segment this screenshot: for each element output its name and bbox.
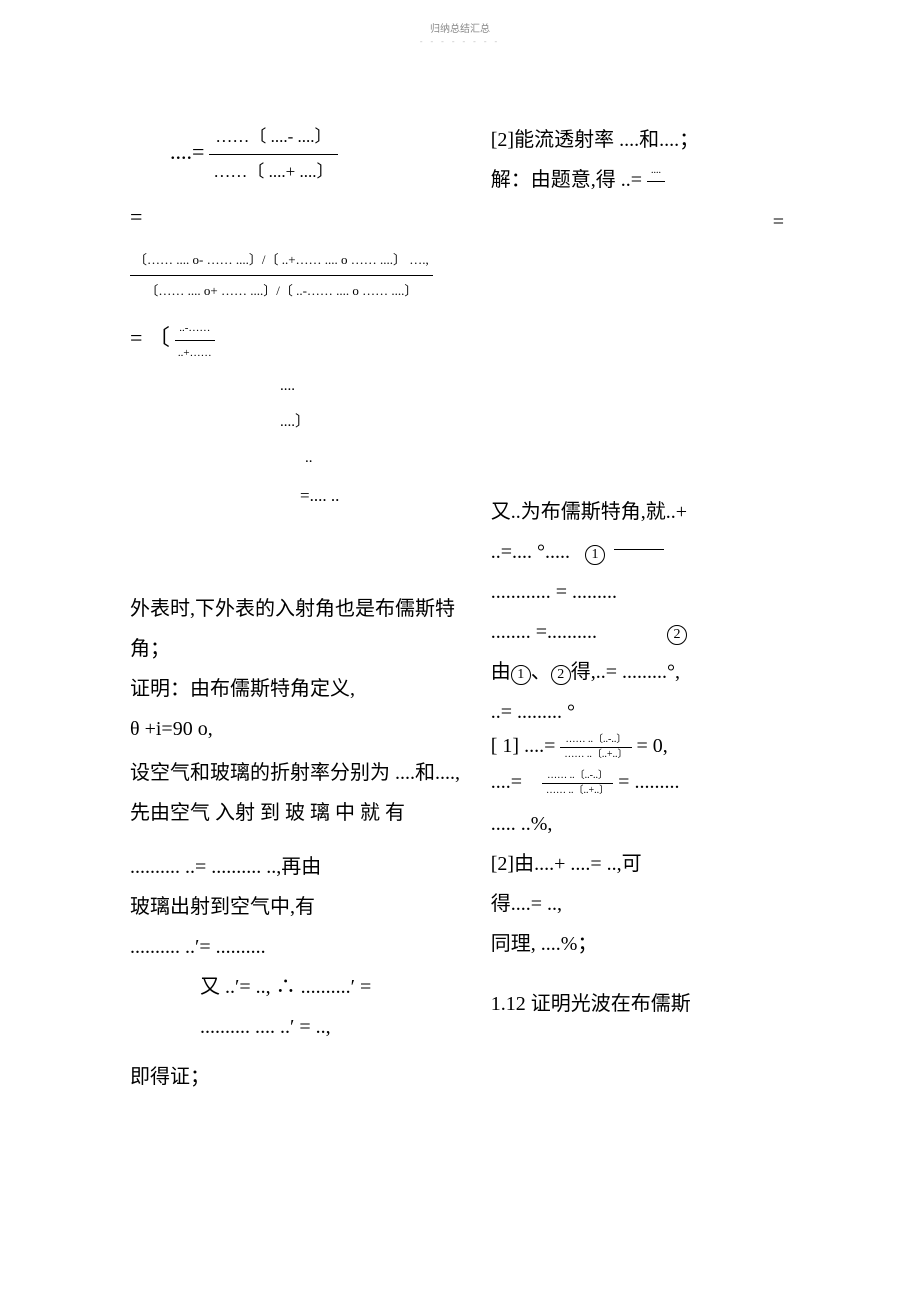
para-4: 设空气和玻璃的折射率分别为 ....和....,先由空气 入射 到 玻 璃 中 …	[130, 753, 461, 833]
eq3-frac: ..-…… ..+……	[175, 316, 215, 365]
header-title: 归纳总结汇总	[0, 20, 920, 35]
r-1: [2]能流透射率 ....和....；	[491, 120, 790, 160]
r9-num: …… ..〔..-..〕	[560, 733, 631, 747]
r9-den: …… ..〔..+..〕	[560, 747, 631, 762]
eq3-frac-den: ..+……	[175, 340, 215, 365]
para-7: .......... ..′= ..........	[130, 927, 461, 967]
r-15: 1.12 证明光波在布儒斯	[491, 984, 790, 1024]
para-5: .......... ..= .......... ..,再由	[130, 847, 461, 887]
r-2eq: =	[491, 202, 790, 242]
eq3-l3: ....〕	[280, 407, 461, 437]
r-9pre: [ 1] ....=	[491, 735, 561, 757]
line-icon	[614, 549, 664, 550]
para-3: θ +i=90 o,	[130, 709, 461, 749]
eq2-lhs: =	[130, 204, 142, 229]
r-3: 又..为布儒斯特角,就..+	[491, 492, 790, 532]
left-column: ....= ……〔 ....- ....〕 ……〔 ....+ ....〕 = …	[130, 120, 461, 1097]
r-4a: ..=.... °.....	[491, 541, 570, 563]
r2-frac: ....	[647, 161, 665, 202]
para-1: 外表时,下外表的入射角也是布儒斯特角；	[130, 589, 461, 669]
r-10post: = .........	[618, 771, 679, 793]
r-8: ..= ......... °	[491, 692, 790, 732]
r-11: ..... ..%,	[491, 804, 790, 844]
eq1-fraction: ……〔 ....- ....〕 ……〔 ....+ ....〕	[209, 120, 337, 189]
r-2a: 解：由题意,得 ..=	[491, 169, 647, 191]
r2-frac-num: ....	[647, 161, 665, 181]
para-10: 即得证；	[130, 1057, 461, 1097]
r-13: 得....= ..,	[491, 884, 790, 924]
eq1-lhs: ....=	[170, 139, 204, 164]
circled-1-icon: 1	[585, 545, 605, 565]
right-column: [2]能流透射率 ....和....； 解：由题意,得 ..= .... = 又…	[491, 120, 790, 1097]
eq3-frac-num: ..-……	[175, 316, 215, 340]
r2-frac-den	[647, 181, 665, 202]
r-7b: 、	[531, 661, 551, 683]
eq1-num: ……〔 ....- ....〕	[209, 120, 337, 154]
r-7c: 得,..= .........°,	[571, 661, 680, 683]
r10-num: …… ..〔..-..〕	[542, 769, 613, 783]
circled-2b-icon: 2	[551, 665, 571, 685]
circled-2-icon: 2	[667, 625, 687, 645]
r-7a: 由	[491, 661, 511, 683]
eq3-lhs: = 〔	[130, 325, 170, 350]
r-10pre: ....=	[491, 771, 522, 793]
r-14: 同理, ....%；	[491, 924, 790, 964]
r-5: ............ = .........	[491, 572, 790, 612]
para-8: 又 ..′= .., ∴ ..........′ =	[200, 967, 461, 1007]
para-6: 玻璃出射到空气中,有	[130, 887, 461, 927]
eq3-l2: ....	[280, 371, 461, 401]
eq1-den: ……〔 ....+ ....〕	[209, 154, 337, 189]
r-9post: = 0,	[637, 735, 668, 757]
r-6a: ........ =..........	[491, 621, 597, 643]
r10-den: …… ..〔..+..〕	[542, 783, 613, 798]
para-9: .......... .... ..′ = ..,	[200, 1007, 461, 1047]
header-dashes: - - - - - - - -	[0, 37, 920, 46]
r-12: [2]由....+ ....= ..,可	[491, 844, 790, 884]
circled-1b-icon: 1	[511, 665, 531, 685]
para-2: 证明：由布儒斯特角定义,	[130, 669, 461, 709]
r9-frac: …… ..〔..-..〕 …… ..〔..+..〕	[560, 733, 631, 762]
eq2-num: 〔…… .... o- …… ....〕/〔 ..+…… .... o …… .…	[130, 245, 433, 275]
eq2-fraction: 〔…… .... o- …… ....〕/〔 ..+…… .... o …… .…	[130, 245, 433, 306]
eq3-l5: =.... ..	[300, 479, 461, 513]
eq3-l4: ..	[305, 443, 461, 473]
eq2-den: 〔…… .... o+ …… ....〕/〔 ..-…… .... o …… .…	[130, 275, 433, 306]
r10-frac: …… ..〔..-..〕 …… ..〔..+..〕	[542, 769, 613, 798]
